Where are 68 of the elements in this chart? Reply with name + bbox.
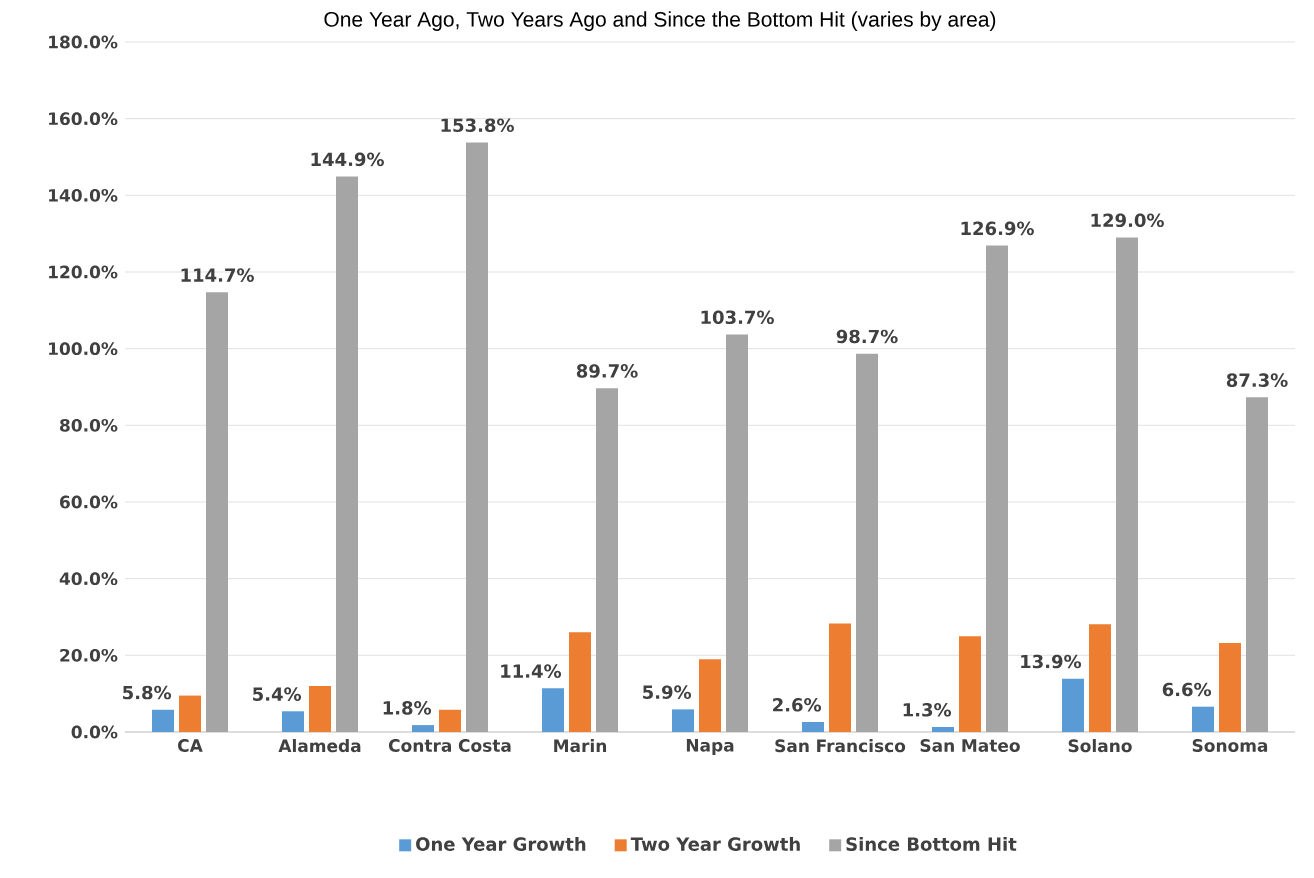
x-tick-label: Contra Costa (388, 739, 511, 752)
y-tick-label: 20.0% (60, 648, 118, 662)
bar (152, 709, 175, 732)
data-label: 129.0% (1091, 213, 1164, 228)
data-label: 2.6% (773, 698, 822, 712)
data-label: 1.8% (383, 701, 432, 715)
data-label: 103.7% (701, 310, 774, 325)
data-label: 5.9% (643, 685, 692, 699)
bar (1245, 397, 1268, 732)
legend-label: Two Year Growth (630, 836, 800, 851)
data-label: 153.8% (441, 118, 514, 133)
bar (802, 722, 824, 732)
y-tick-label: 0.0% (71, 725, 118, 739)
bar (985, 245, 1008, 732)
bar (336, 176, 358, 732)
y-tick-label: 60.0% (60, 495, 118, 509)
data-label: 11.4% (501, 664, 562, 678)
bar (699, 659, 721, 732)
bar (439, 709, 461, 732)
x-tick-label: Alameda (278, 739, 361, 753)
y-tick-label: 120.0% (49, 265, 118, 279)
data-label: 5.8% (123, 685, 172, 700)
x-tick-label: San Francisco (775, 739, 906, 753)
x-tick-label: Napa (686, 739, 734, 755)
bar (958, 636, 981, 732)
y-tick-label: 140.0% (49, 188, 118, 202)
y-tick-label: 180.0% (49, 35, 118, 49)
bar (596, 388, 618, 732)
data-label: 144.9% (311, 152, 384, 167)
data-label: 98.7% (836, 329, 898, 344)
bar (829, 623, 851, 732)
bar (206, 292, 228, 732)
data-label: 89.7% (576, 364, 638, 378)
bar (309, 685, 331, 732)
legend-label: Since Bottom Hit (846, 836, 1017, 851)
bar (672, 709, 694, 732)
y-tick-label: 160.0% (49, 112, 118, 126)
bar (1088, 624, 1111, 732)
x-tick-label: Solano (1068, 739, 1132, 753)
x-tick-label: San Mateo (920, 739, 1020, 752)
bar (1061, 678, 1084, 732)
data-label: 5.4% (253, 687, 302, 701)
data-label: 114.7% (181, 268, 254, 282)
y-tick-label: 100.0% (49, 342, 118, 356)
bar (726, 334, 748, 732)
legend-label: One Year Growth (416, 836, 586, 851)
data-label: 13.9% (1021, 654, 1082, 669)
bar (542, 688, 564, 732)
x-tick-label: CA (178, 739, 203, 752)
data-label: 126.9% (961, 221, 1034, 236)
data-label: 1.3% (903, 702, 952, 717)
bar (569, 632, 591, 732)
bar (466, 142, 488, 732)
y-tick-label: 40.0% (59, 572, 118, 586)
bar (412, 725, 434, 732)
chart-title: One Year Ago, Two Years Ago and Since the Bottom Hit (varies by area) (324, 11, 996, 31)
bar (855, 353, 878, 732)
x-tick-label: Sonoma (1192, 739, 1268, 752)
x-tick-label: Marin (554, 739, 607, 753)
y-tick-label: 80.0% (60, 418, 118, 432)
bar (1218, 643, 1241, 732)
bar (282, 711, 304, 732)
bar (179, 695, 201, 732)
bar (932, 727, 954, 732)
bar (1115, 237, 1138, 732)
bar (1191, 706, 1214, 732)
data-label: 6.6% (1162, 682, 1212, 697)
data-label: 87.3% (1226, 373, 1288, 387)
